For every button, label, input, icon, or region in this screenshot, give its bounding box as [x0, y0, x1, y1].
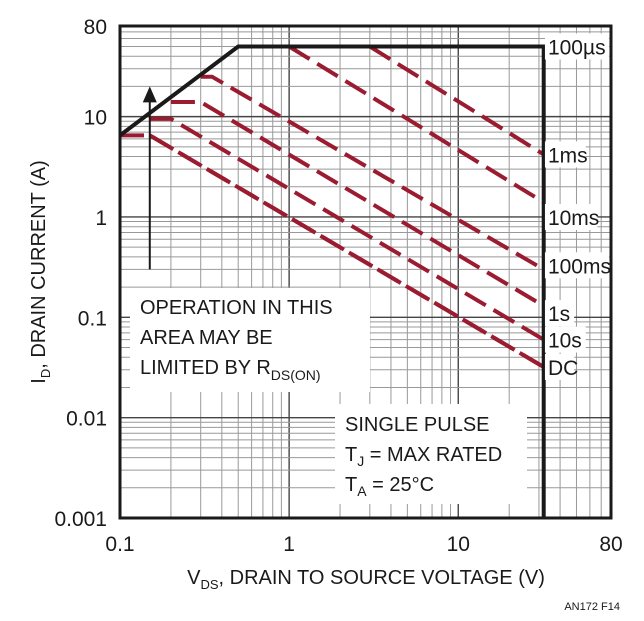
annotations: 100µs 1ms 10ms 100ms 1s 10s DC: [544, 33, 611, 380]
plot-marks: [118, 44, 546, 518]
figure-id: AN172 F14: [564, 601, 620, 613]
series-line-1ms: [288, 44, 545, 205]
pulse-note: SINGLE PULSE TJ = MAX RATED TA = 25°C: [345, 414, 508, 499]
curve-label-background: [544, 252, 609, 279]
x-tick-label: 10: [447, 533, 470, 556]
series-line-100ms: [170, 100, 545, 308]
pulse-note-line-2: TJ = MAX RATED: [345, 444, 502, 469]
x-tick-label: 0.1: [105, 533, 134, 556]
curve-label: 1s: [548, 303, 570, 326]
curve-label: 100ms: [548, 255, 611, 278]
series-line-dc: [148, 133, 545, 369]
curve-label: 100µs: [548, 36, 606, 59]
y-tick-label: 80: [84, 16, 107, 39]
curve-label-background: [544, 141, 586, 168]
curve-label-background: [544, 203, 598, 230]
tick-labels: 0.1 1 10 80 0.001 0.01 0.1 1 10 80: [54, 16, 622, 556]
curve-label: 10s: [548, 330, 582, 353]
curve-label-background: [544, 33, 609, 60]
plot-frame: [118, 24, 613, 520]
series-line-1s: [149, 116, 545, 342]
soa-boundary-line: [118, 44, 546, 518]
rds-note-background: [130, 288, 370, 392]
pulse-note-line-3: TA = 25°C: [345, 474, 434, 499]
curve-label: 10ms: [548, 207, 599, 230]
y-tick-label: 1: [95, 207, 107, 230]
rds-note-line-2: AREA MAY BE: [140, 327, 273, 349]
rds-note-line-1: OPERATION IN THIS: [140, 297, 333, 319]
series-line-100s: [368, 44, 545, 157]
y-axis-label: ID, DRAIN CURRENT (A): [28, 160, 53, 383]
y-tick-label: 0.001: [54, 508, 107, 531]
curve-label: 1ms: [548, 144, 588, 167]
curve-label-background: [544, 300, 575, 327]
rds-arrow-head: [142, 86, 157, 103]
y-tick-label: 0.1: [78, 307, 107, 330]
x-tick-label: 1: [283, 533, 295, 556]
series-line-10ms: [200, 74, 545, 272]
pulse-note-line-1: SINGLE PULSE: [345, 414, 490, 436]
rds-note: OPERATION IN THIS AREA MAY BE LIMITED BY…: [140, 297, 338, 383]
curve-label: DC: [548, 357, 578, 380]
y-tick-label: 0.01: [66, 408, 107, 431]
pulse-note-background: [335, 404, 527, 504]
x-axis-label: VDS, DRAIN TO SOURCE VOLTAGE (V): [187, 567, 545, 592]
y-tick-label: 10: [84, 107, 107, 130]
curve-label-background: [544, 326, 586, 353]
curve-label-background: [544, 353, 575, 380]
x-tick-label: 80: [599, 533, 622, 556]
rds-note-line-3: LIMITED BY R: [140, 357, 271, 379]
